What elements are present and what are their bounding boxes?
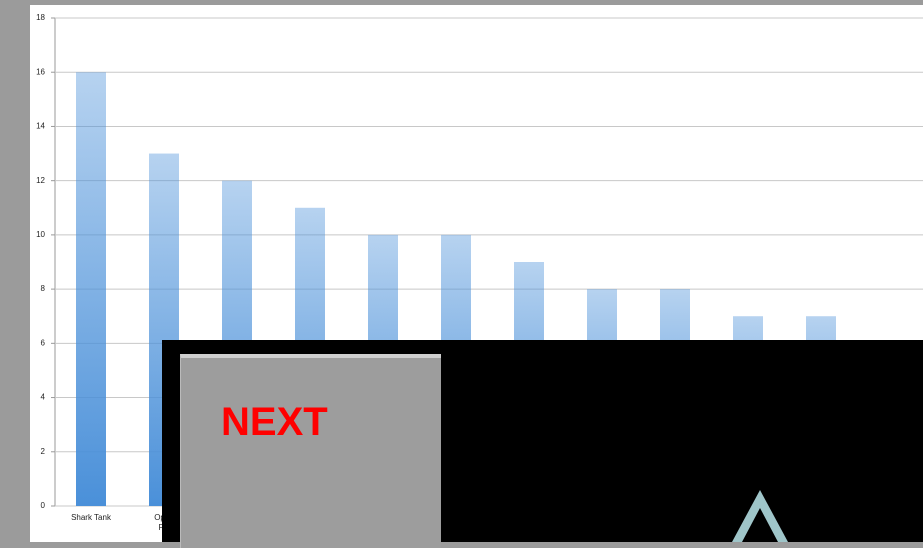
arrow-shape <box>732 490 788 542</box>
y-tick-label: 0 <box>41 501 46 510</box>
y-tick-label: 6 <box>41 338 46 347</box>
y-tick-label: 12 <box>36 176 45 185</box>
y-tick-label: 18 <box>36 13 45 22</box>
bar <box>76 72 106 506</box>
next-label[interactable]: NEXT <box>221 400 328 444</box>
y-tick-label: 8 <box>41 284 46 293</box>
y-tick-label: 4 <box>41 393 46 402</box>
arrow-icon <box>732 490 788 542</box>
x-tick-label: Shark Tank <box>71 513 111 522</box>
y-tick-label: 14 <box>36 122 45 131</box>
y-tick-label: 16 <box>36 67 45 76</box>
y-tick-label: 10 <box>36 230 45 239</box>
next-button[interactable]: NEXT <box>180 354 441 548</box>
overlay-panel: NEXT <box>162 340 923 548</box>
y-tick-label: 2 <box>41 447 46 456</box>
